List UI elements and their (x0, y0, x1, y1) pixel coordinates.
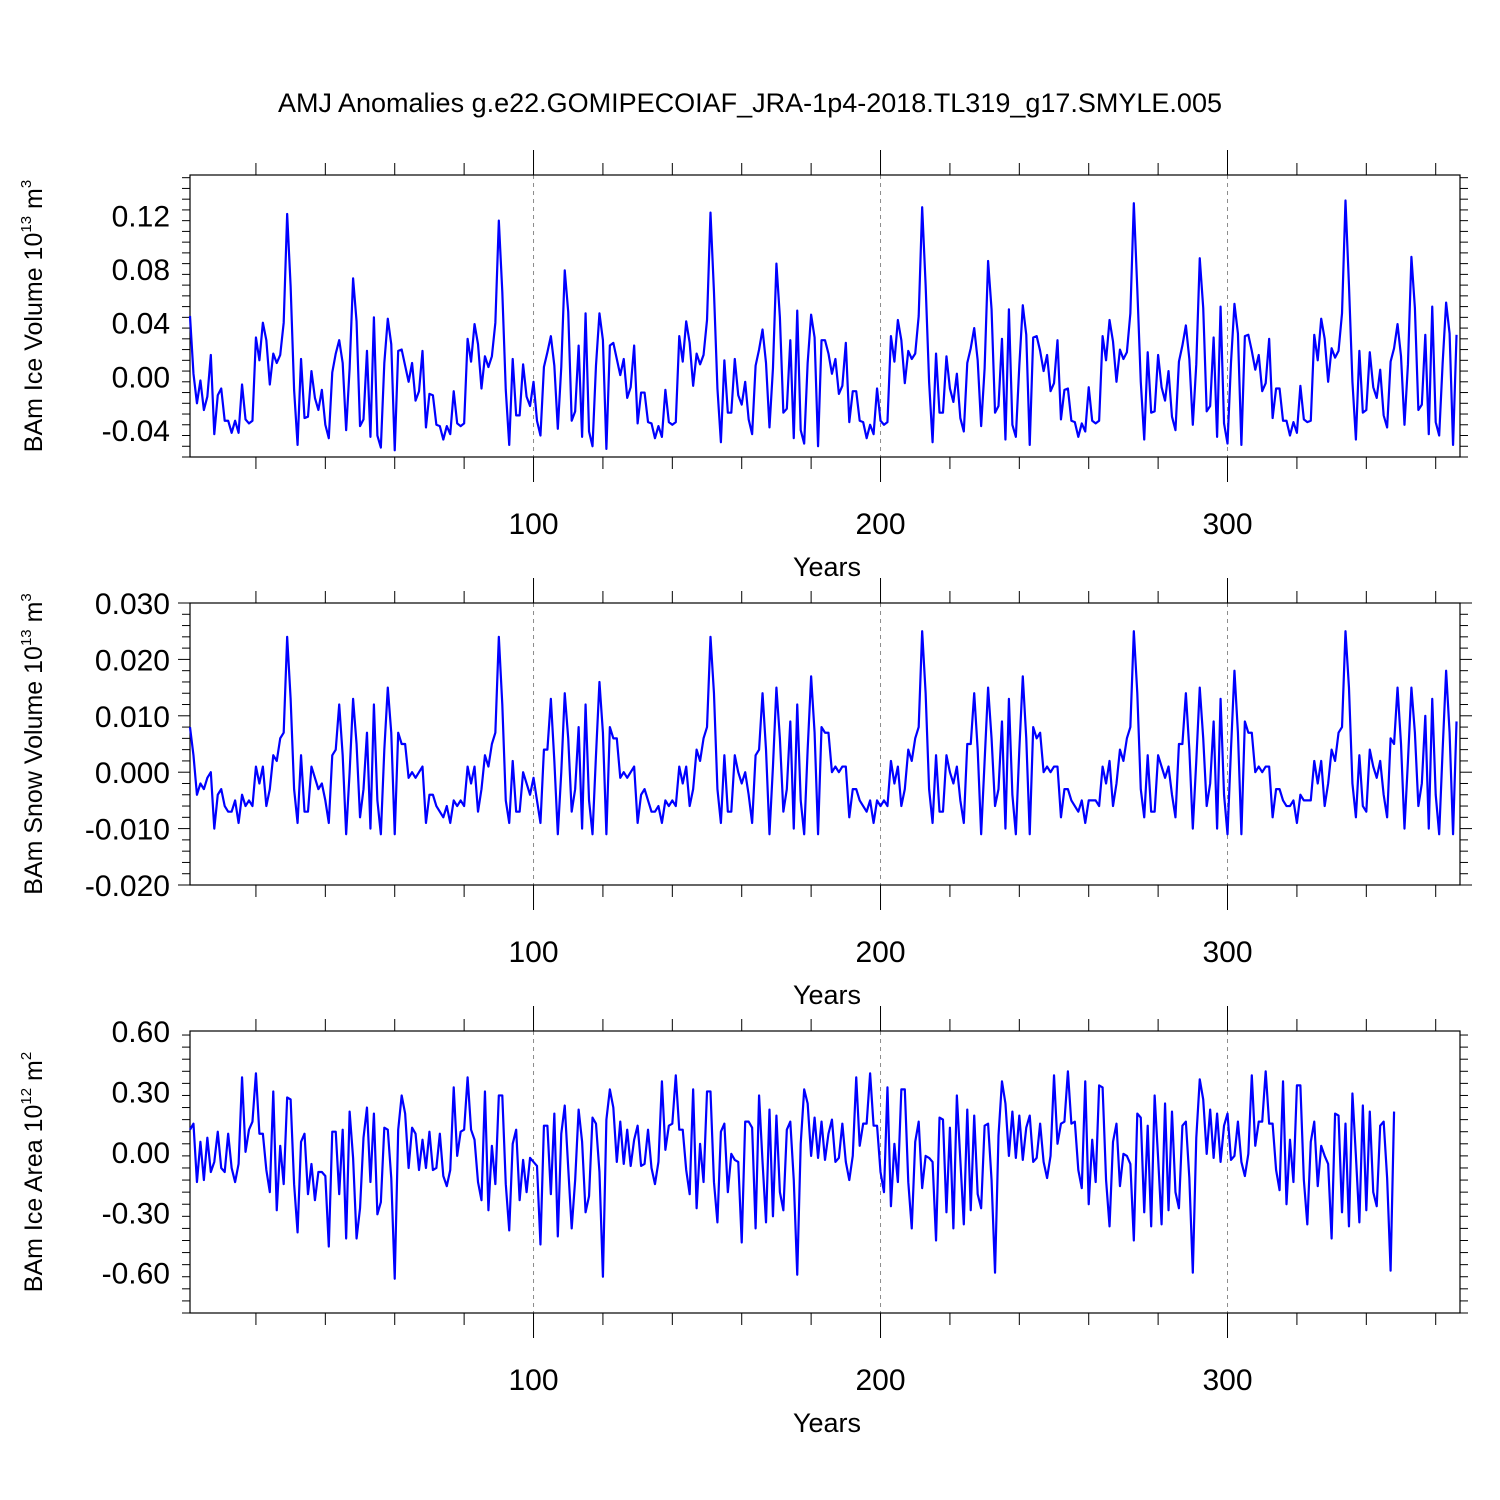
y-tick-label: 0.30 (112, 1076, 170, 1109)
series-line (189, 1070, 1396, 1280)
y-tick-label: -0.60 (102, 1258, 170, 1291)
y-axis-label-exponent: 13 (18, 629, 35, 646)
x-tick-label: 100 (508, 508, 558, 541)
y-tick-label: 0.020 (95, 644, 170, 677)
x-tick-label: 200 (855, 1364, 905, 1397)
y-axis-label-main: BAm Ice Area 10 (20, 1105, 48, 1293)
y-axis-label-unit-exponent: 2 (18, 1052, 35, 1060)
y-tick-label: 0.12 (112, 200, 170, 233)
y-axis-label: BAm Ice Volume 1013 m3 (18, 180, 48, 452)
chart-panel-1: -0.04 0.00 0.04 0.08 0.12 100 200 300 Years BAm I… (18, 150, 1468, 582)
y-tick-label: -0.04 (102, 415, 170, 448)
plot-frame (189, 1030, 1461, 1314)
chart-panel-2: -0.020 -0.010 0.000 0.010 0.020 0.030 100 200 30… (18, 578, 1472, 1010)
chart-panel-3: -0.60 -0.30 0.00 0.30 0.60 100 200 300 Years BAm … (18, 1006, 1468, 1438)
x-axis-label: Years (793, 1408, 861, 1438)
x-tick-label: 100 (508, 1364, 558, 1397)
y-tick-label: 0.000 (95, 757, 170, 790)
y-tick-label: 0.00 (112, 361, 170, 394)
series-line (188, 630, 1458, 836)
y-axis-label-unit: m (20, 1060, 48, 1088)
x-axis-label: Years (793, 980, 861, 1010)
series-line (188, 199, 1458, 452)
y-tick-label: 0.030 (95, 588, 170, 621)
y-axis-label-main: BAm Ice Volume 10 (20, 233, 48, 453)
plot-frame (189, 602, 1461, 886)
x-tick-label: 200 (855, 508, 905, 541)
y-tick-label: 0.00 (112, 1137, 170, 1170)
y-tick-label: -0.30 (102, 1197, 170, 1230)
y-tick-label: 0.08 (112, 254, 170, 287)
y-axis-label-unit: m (20, 188, 48, 216)
y-tick-label: -0.010 (85, 814, 170, 847)
y-tick-label: -0.020 (85, 870, 170, 903)
y-axis-label-main: BAm Snow Volume 10 (20, 646, 48, 895)
y-tick-label: 0.04 (112, 308, 170, 341)
x-tick-label: 300 (1202, 508, 1252, 541)
y-axis-label-unit-exponent: 3 (18, 593, 35, 601)
y-axis-label-exponent: 13 (18, 216, 35, 233)
chart-title: AMJ Anomalies g.e22.GOMIPECOIAF_JRA-1p4-… (278, 88, 1222, 118)
y-axis-label: BAm Snow Volume 1013 m3 (18, 593, 48, 895)
plot-frame (189, 174, 1461, 458)
y-axis-label-exponent: 12 (18, 1088, 35, 1105)
y-tick-label: 0.010 (95, 701, 170, 734)
x-axis-label: Years (793, 552, 861, 582)
y-tick-label: 0.60 (112, 1016, 170, 1049)
x-tick-label: 100 (508, 936, 558, 969)
y-axis-label: BAm Ice Area 1012 m2 (18, 1052, 48, 1292)
x-tick-label: 300 (1202, 1364, 1252, 1397)
y-axis-label-unit: m (20, 602, 48, 630)
x-tick-label: 200 (855, 936, 905, 969)
x-tick-label: 300 (1202, 936, 1252, 969)
y-axis-label-unit-exponent: 3 (18, 180, 35, 188)
